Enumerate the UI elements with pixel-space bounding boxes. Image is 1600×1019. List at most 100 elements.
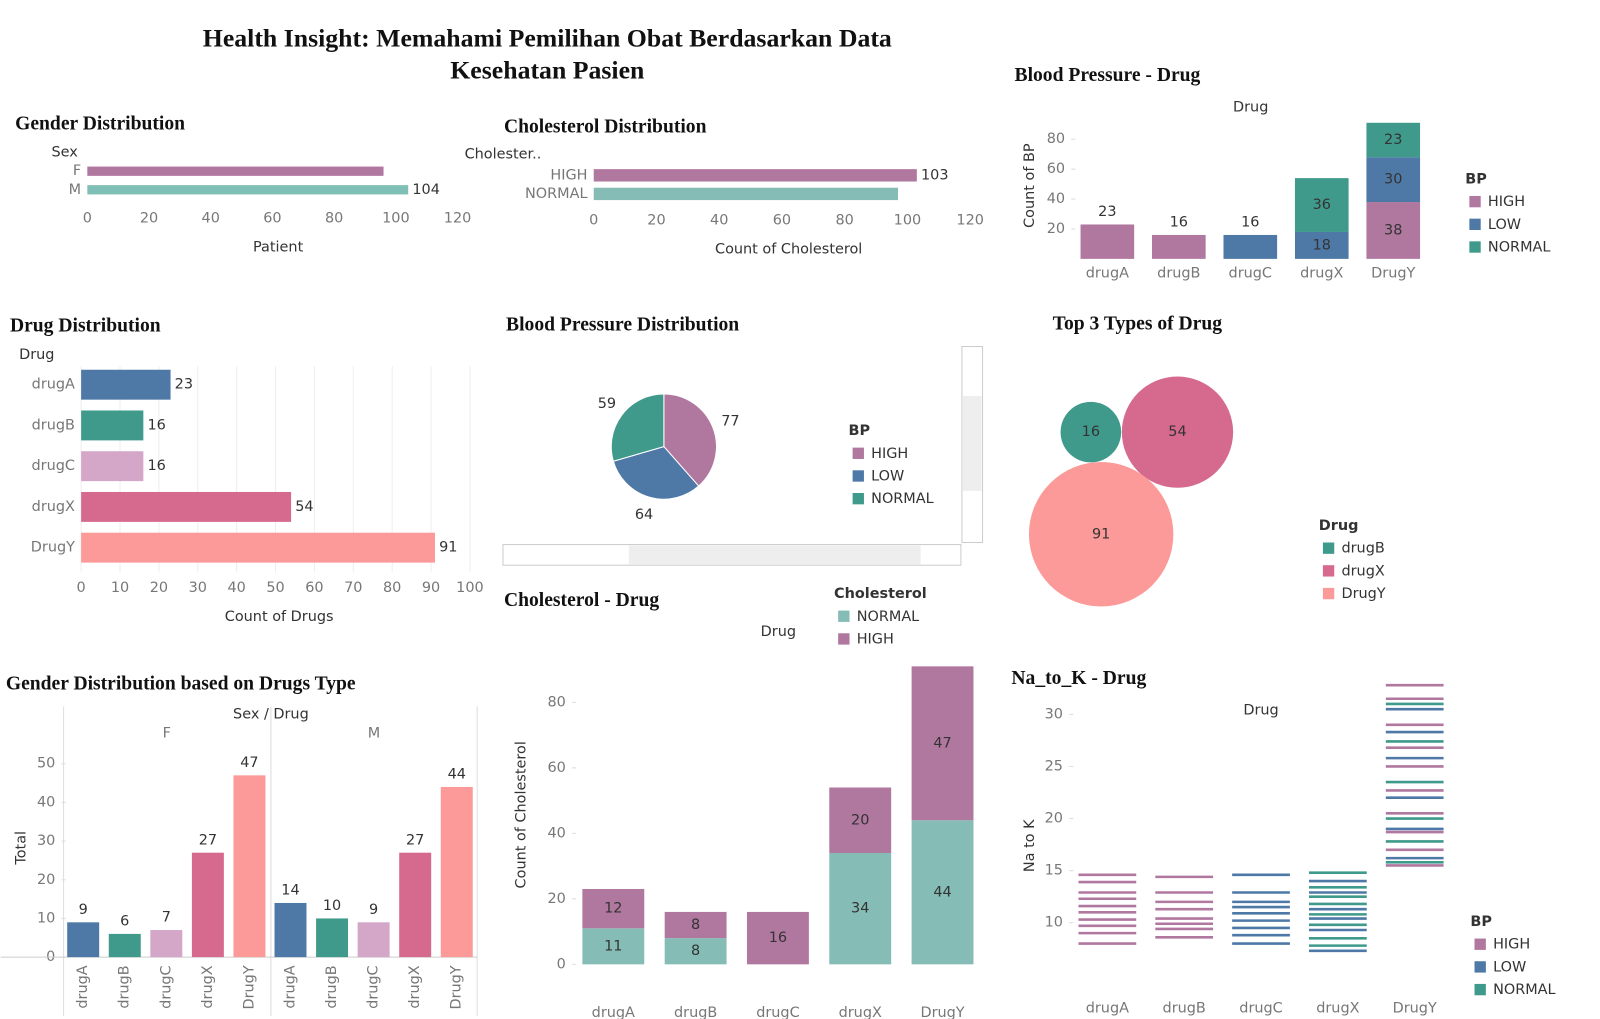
y-tick-label: 20: [1045, 811, 1063, 827]
data-label: 20: [851, 812, 869, 828]
bar-segment: [582, 889, 645, 929]
axis-header: Drug: [19, 347, 54, 363]
bubble: [1060, 401, 1122, 463]
x-tick-label: DrugY: [1393, 1001, 1437, 1017]
y-tick-label: F: [73, 163, 81, 179]
data-label: 91: [1092, 526, 1110, 542]
x-tick-label: drugA: [592, 1005, 635, 1019]
chart-title: Gender Distribution: [15, 113, 185, 134]
y-tick-label: 40: [1047, 191, 1065, 207]
bar: [440, 786, 473, 958]
x-tick-label: drugX: [407, 965, 423, 1008]
bar-segment: [829, 852, 892, 965]
bar: [191, 852, 224, 958]
data-label: 16: [1241, 215, 1259, 231]
bubble: [1121, 376, 1234, 488]
y-tick-label: 50: [37, 756, 55, 772]
data-label: 9: [369, 902, 378, 918]
legend-label: NORMAL: [1488, 240, 1551, 256]
legend-swatch: [1469, 195, 1481, 208]
bar: [81, 451, 144, 482]
x-tick-label: drugC: [158, 965, 174, 1008]
x-tick-label: DrugY: [920, 1005, 964, 1019]
y-tick-label: M: [69, 182, 81, 198]
scroll-thumb[interactable]: [962, 396, 982, 491]
bar: [81, 532, 435, 563]
legend-swatch: [852, 470, 864, 482]
data-label: 9: [79, 902, 88, 918]
legend-label: HIGH: [1493, 937, 1530, 953]
legend-label: LOW: [1493, 959, 1526, 975]
bar: [87, 166, 384, 176]
x-tick-label: 20: [150, 580, 168, 596]
x-tick-label: 60: [773, 213, 791, 229]
bar-segment: [1223, 234, 1278, 259]
x-tick-label: drugB: [674, 1005, 717, 1019]
legend-swatch: [1474, 961, 1486, 973]
bar-segment: [1080, 224, 1135, 259]
data-label: 77: [721, 413, 739, 429]
scroll-thumb[interactable]: [628, 545, 921, 565]
axis-header: Drug: [1243, 703, 1278, 719]
x-axis-label: Count of Drugs: [225, 609, 334, 625]
legend-label: HIGH: [857, 631, 894, 647]
bar-segment: [829, 787, 892, 853]
x-axis-label: Count of Cholesterol: [715, 242, 862, 258]
legend-swatch: [1474, 983, 1486, 996]
data-label: 64: [635, 507, 653, 523]
y-tick-label: NORMAL: [525, 186, 588, 202]
legend-label: DrugY: [1341, 586, 1385, 602]
pie-slice: [610, 393, 665, 462]
y-axis-label: Total: [13, 831, 29, 866]
axis-header: Drug: [761, 624, 796, 640]
x-tick-label: 120: [444, 211, 472, 227]
chart-title: Top 3 Types of Drug: [1053, 313, 1223, 334]
y-tick-label: drugA: [32, 377, 75, 393]
x-tick-label: drugX: [1316, 1001, 1359, 1017]
data-label: 11: [604, 938, 622, 954]
data-label: 8: [691, 943, 700, 959]
x-tick-label: 100: [456, 580, 484, 596]
x-tick-label: drugA: [1086, 265, 1129, 281]
legend-swatch: [852, 492, 864, 505]
legend-swatch: [852, 447, 864, 459]
x-tick-label: 30: [189, 580, 207, 596]
data-label: 36: [1313, 197, 1331, 213]
chart-title: Cholesterol Distribution: [504, 116, 707, 137]
data-label: 16: [1170, 215, 1188, 231]
data-label: 104: [412, 182, 440, 198]
legend-label: NORMAL: [871, 491, 934, 507]
bar: [81, 491, 292, 522]
bar: [108, 933, 141, 958]
data-label: 30: [1384, 172, 1402, 188]
x-tick-label: drugC: [366, 965, 382, 1008]
data-label: 18: [1313, 237, 1331, 253]
x-tick-label: drugB: [324, 965, 340, 1008]
legend-label: LOW: [871, 468, 904, 484]
x-tick-label: DrugY: [449, 965, 465, 1009]
data-label: 91: [439, 540, 457, 556]
legend-swatch: [1322, 565, 1335, 577]
x-tick-label: 70: [344, 580, 362, 596]
y-tick-label: 30: [1045, 706, 1063, 722]
data-label: 34: [851, 901, 869, 917]
bar-segment: [1366, 157, 1421, 203]
x-tick-label: drugX: [1300, 265, 1343, 281]
chart-title: Blood Pressure Distribution: [506, 314, 739, 335]
x-tick-label: 80: [836, 213, 854, 229]
data-label: 54: [295, 499, 313, 515]
data-label: 44: [448, 767, 466, 783]
bar-segment: [1366, 202, 1421, 259]
chart-title: Na_to_K - Drug: [1011, 668, 1146, 689]
data-label: 27: [406, 832, 424, 848]
x-tick-label: drugA: [75, 965, 91, 1008]
legend-title: Cholesterol: [834, 586, 927, 602]
x-tick-label: 60: [305, 580, 323, 596]
x-tick-label: drugA: [282, 965, 298, 1008]
x-tick-label: drugB: [1157, 265, 1200, 281]
y-tick-label: 10: [1045, 915, 1063, 931]
y-tick-label: drugX: [32, 499, 75, 515]
y-tick-label: 20: [1047, 221, 1065, 237]
legend-label: NORMAL: [1493, 982, 1556, 998]
